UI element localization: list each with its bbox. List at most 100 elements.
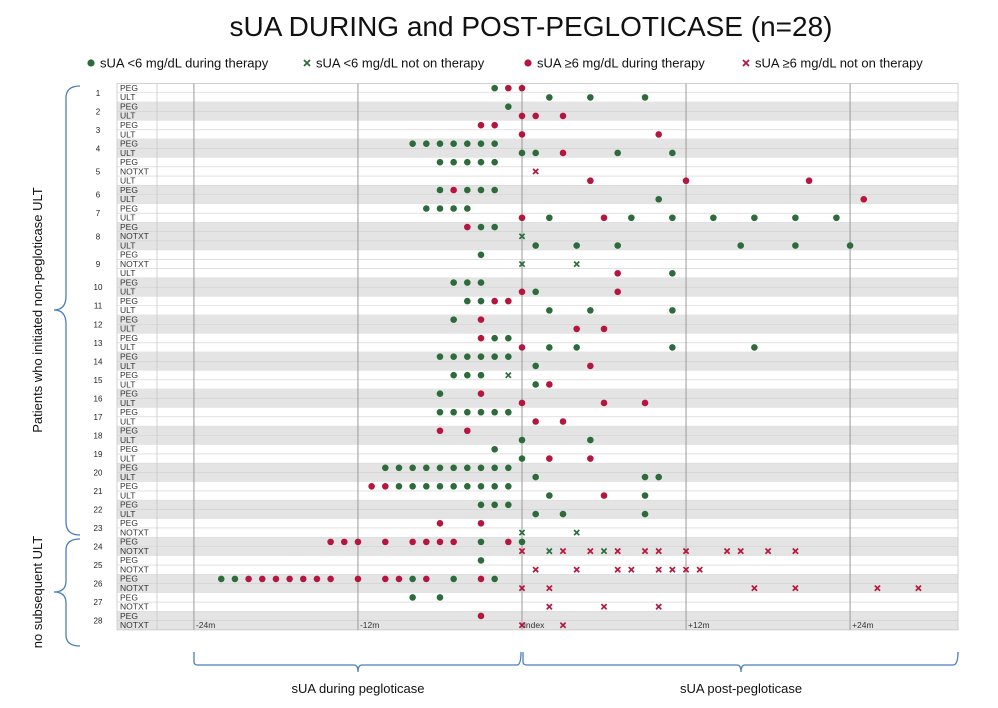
row-label: PEG (120, 555, 138, 565)
data-point-gd (409, 594, 416, 601)
data-point-gd (423, 205, 430, 212)
data-point-gd (669, 270, 676, 277)
row-label: PEG (120, 139, 138, 149)
data-point-rd (600, 492, 608, 499)
patient-number: 16 (94, 394, 103, 403)
bracket-initiated-ult (53, 85, 81, 536)
chart-title: sUA DURING and POST-PEGLOTICASE (n=28) (230, 11, 833, 42)
data-point-gd (464, 279, 471, 286)
data-point-rd (505, 297, 512, 305)
data-point-gx (573, 260, 580, 268)
patient-number: 15 (94, 376, 103, 385)
row-label: ULT (120, 213, 135, 223)
data-point-gd (518, 538, 526, 546)
data-point-gd (505, 483, 512, 490)
row-label: ULT (120, 148, 135, 158)
row-label: PEG (120, 352, 138, 362)
row-label: ULT (120, 379, 135, 389)
group-label-post: sUA post-pegloticase (680, 681, 802, 696)
data-point-gd (450, 483, 457, 490)
data-point-gd (491, 158, 498, 166)
data-point-gd (477, 464, 485, 472)
data-point-gd (751, 344, 758, 351)
data-point-rx (669, 566, 676, 573)
data-point-rd (382, 538, 389, 546)
data-point-rd (600, 399, 608, 407)
row-label: PEG (120, 333, 138, 343)
row-label: ULT (120, 453, 135, 463)
group-label-no-subsequent: no subsequent ULT (30, 536, 45, 649)
legend-item-gd: sUA <6 mg/dL during therapy (87, 56, 269, 71)
tick-label: index (524, 620, 545, 630)
data-point-gd (505, 501, 512, 509)
data-point-gd (409, 575, 416, 583)
data-point-gd (217, 575, 225, 583)
data-point-gd (450, 140, 457, 147)
patient-number: 13 (94, 339, 103, 348)
data-point-rd (464, 223, 471, 231)
data-point-gd (477, 279, 485, 286)
row-label: ULT (120, 509, 135, 519)
data-point-rd (477, 612, 485, 620)
data-point-rd (614, 288, 621, 296)
patient-number: 1 (96, 89, 101, 98)
row-label: NOTXT (120, 231, 149, 241)
data-point-gd (477, 408, 485, 416)
legend: sUA <6 mg/dL during therapy sUA <6 mg/dL … (87, 56, 923, 71)
row-label: PEG (120, 222, 138, 232)
data-point-gd (491, 408, 498, 416)
data-point-rd (518, 84, 526, 92)
data-point-gd (450, 464, 457, 472)
legend-cross-rx (742, 59, 750, 67)
data-point-rx (792, 547, 799, 555)
data-point-gd (477, 297, 485, 305)
data-point-rx (874, 584, 881, 592)
row-label: NOTXT (120, 527, 149, 537)
data-point-gd (477, 501, 485, 509)
data-point-gd (532, 242, 539, 249)
row-label: ULT (120, 324, 135, 334)
row-label: PEG (120, 481, 138, 491)
data-point-rd (423, 538, 430, 546)
data-point-gd (491, 334, 498, 342)
data-point-gd (559, 510, 567, 518)
data-point-rx (559, 622, 567, 629)
legend-cross-gx (303, 59, 311, 67)
data-point-rx (532, 566, 539, 573)
data-point-gd (436, 140, 444, 147)
patient-number: 26 (94, 580, 103, 589)
data-point-gd (423, 140, 430, 147)
row-label: ULT (120, 92, 135, 102)
legend-item-rd: sUA ≥6 mg/dL during therapy (524, 56, 705, 71)
patient-number: 25 (94, 561, 103, 570)
row-label: PEG (120, 611, 138, 621)
row-labels: 1PEGULT2PEGULT3PEGULT4PEGULT5PEGNOTXTULT… (94, 83, 149, 630)
data-point-rd (382, 575, 389, 583)
data-point-rx (532, 168, 539, 175)
data-point-gd (477, 371, 485, 379)
data-point-gd (464, 186, 471, 194)
data-point-gd (587, 436, 594, 444)
legend-label-rx: sUA ≥6 mg/dL not on therapy (755, 56, 923, 71)
tick-label: -12m (360, 620, 379, 630)
data-point-gd (464, 483, 471, 490)
data-point-rd (559, 149, 567, 157)
data-point-rd (655, 131, 662, 138)
data-point-rx (573, 566, 580, 573)
data-point-rd (354, 538, 362, 546)
patient-number: 21 (94, 487, 103, 496)
legend-label-gx: sUA <6 mg/dL not on therapy (316, 56, 485, 71)
data-point-rd (464, 427, 471, 435)
data-point-gd (846, 242, 854, 249)
data-point-rd (518, 344, 526, 351)
row-label: ULT (120, 361, 135, 371)
data-point-gd (491, 464, 498, 472)
patient-band-9 (117, 250, 958, 278)
data-point-gd (477, 353, 485, 360)
data-point-gd (464, 464, 471, 472)
data-point-gd (464, 371, 471, 379)
data-point-gd (751, 214, 758, 222)
data-point-gd (464, 353, 471, 360)
data-point-rx (546, 603, 553, 610)
row-label: PEG (120, 250, 138, 260)
